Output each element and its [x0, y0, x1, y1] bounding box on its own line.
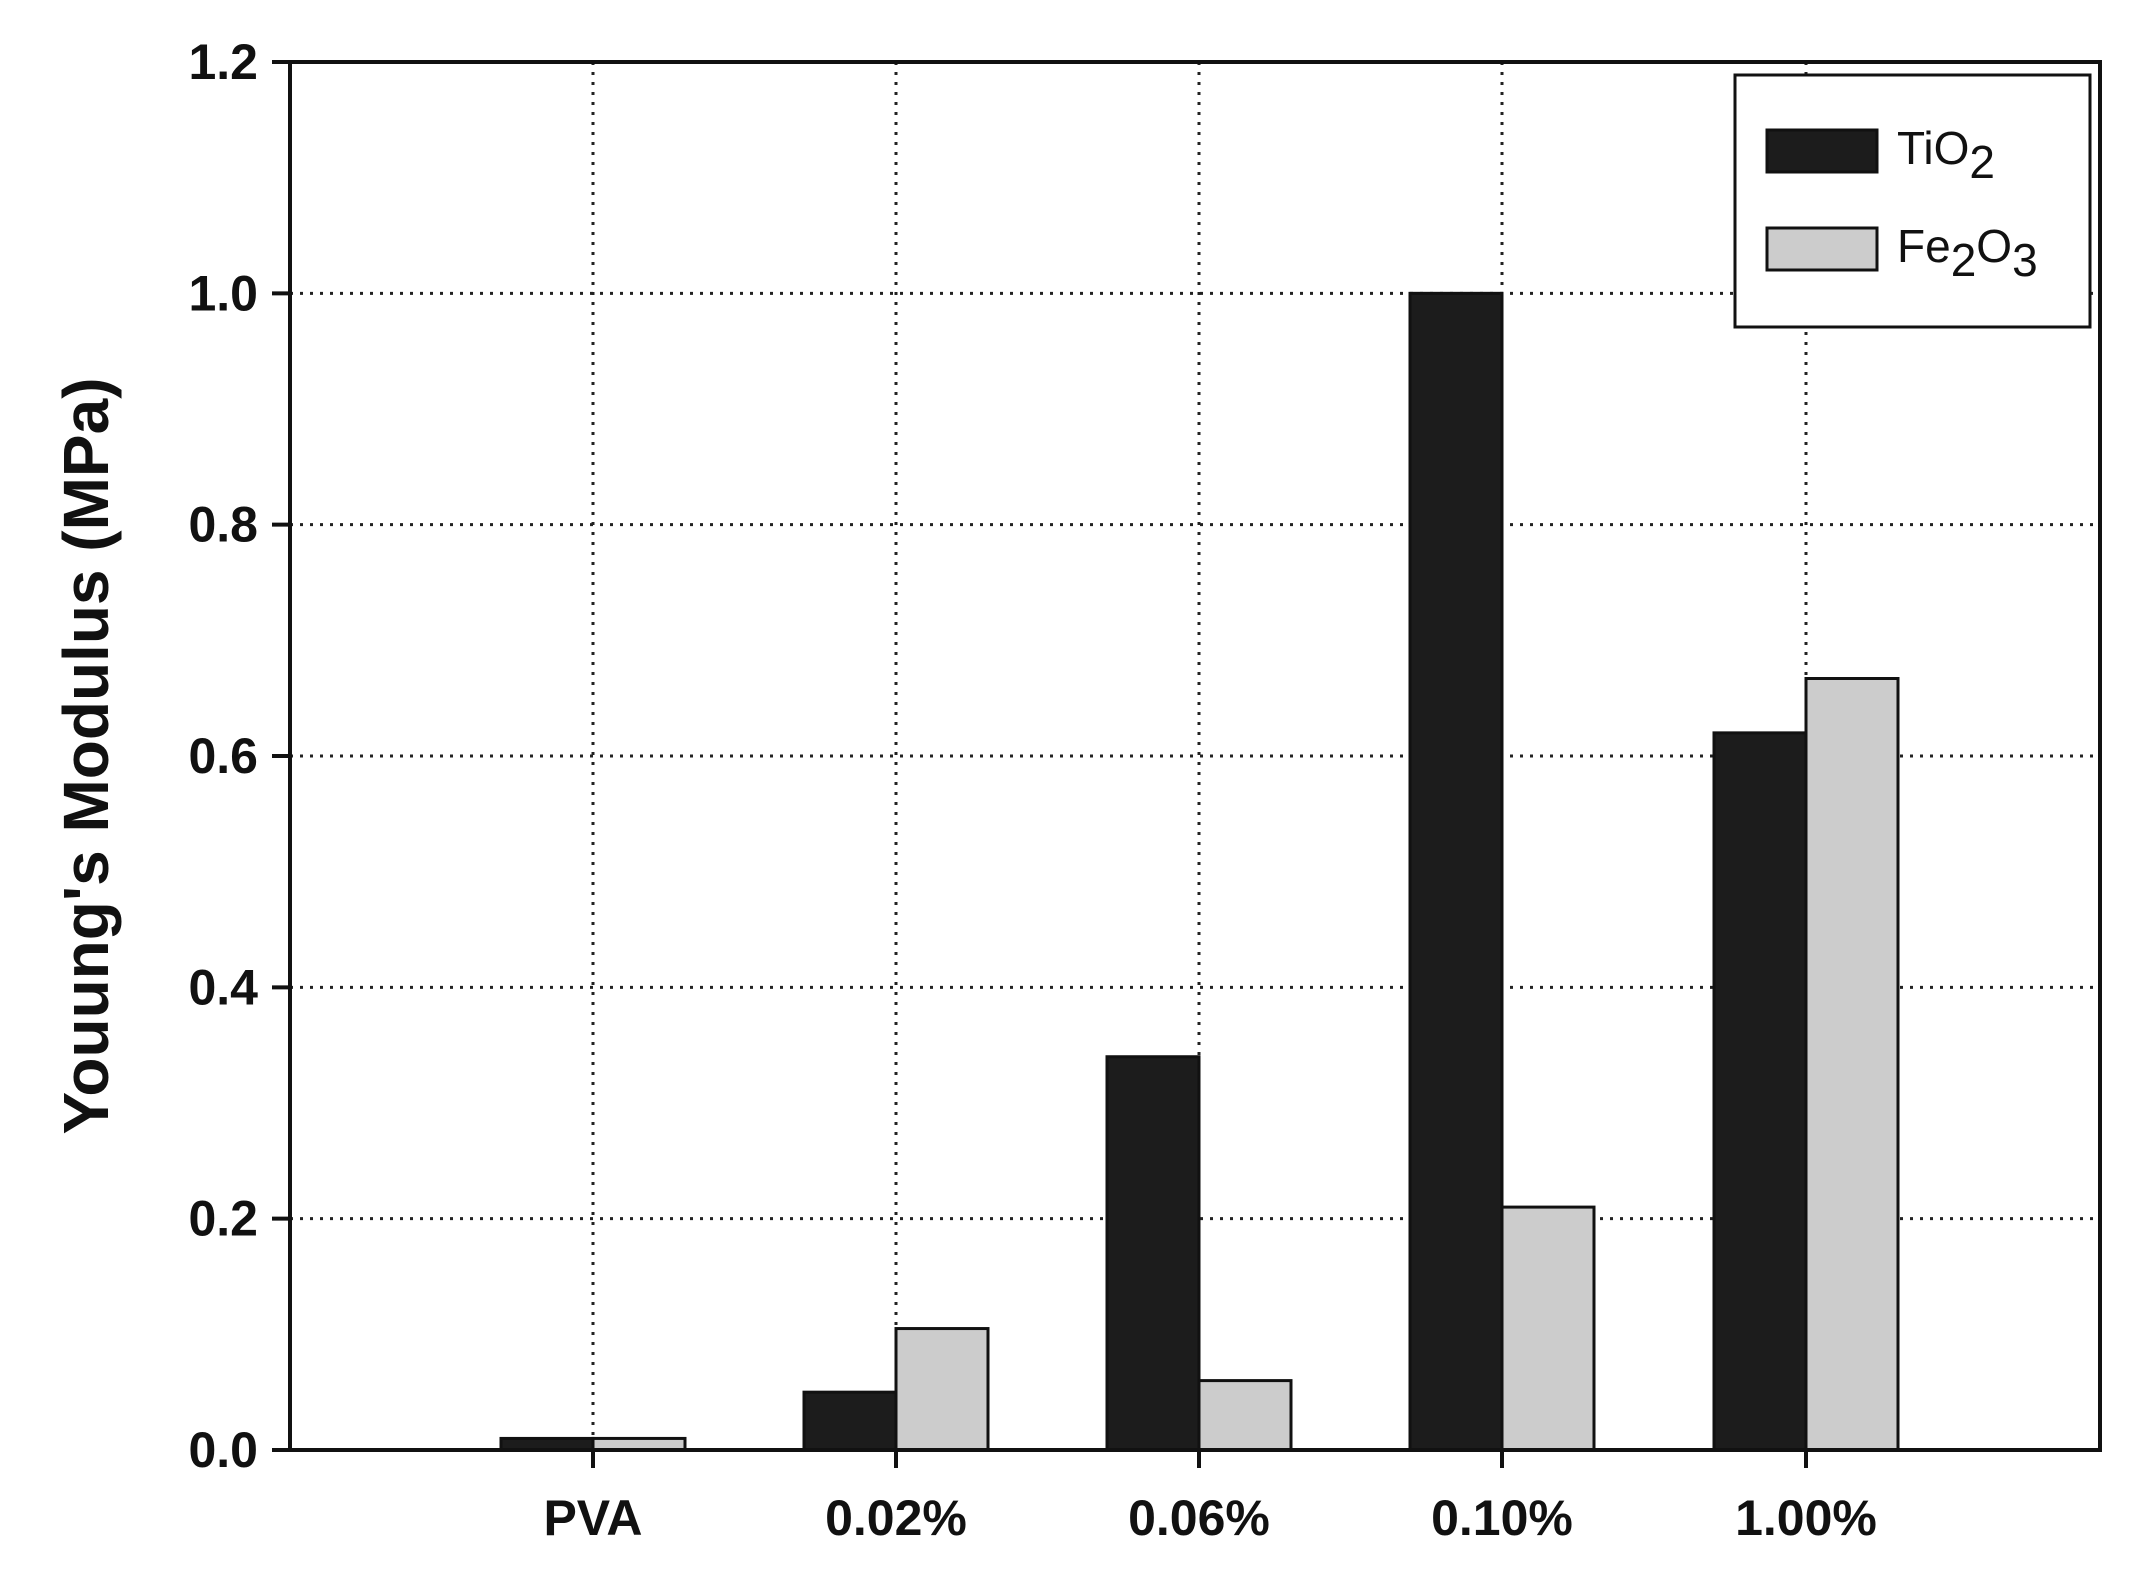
x-axis: PVA 0.02% 0.06% 0.10% 1.00% — [543, 1450, 1877, 1546]
y-tick-label: 0.4 — [188, 959, 258, 1015]
legend: TiO2 Fe2O3 — [1733, 73, 2092, 329]
bar-tio2-4 — [1712, 731, 1808, 1452]
y-tick-label: 0.6 — [188, 728, 258, 784]
x-tick-label: 1.00% — [1735, 1490, 1877, 1546]
y-tick-label: 1.0 — [188, 265, 258, 321]
y-tick-label: 0.0 — [188, 1422, 258, 1478]
legend-box — [1733, 73, 2092, 329]
x-tick-label: 0.10% — [1431, 1490, 1573, 1546]
bar-tio2-2 — [1105, 1055, 1201, 1452]
y-axis: 0.0 0.2 0.4 0.6 0.8 1.0 1.2 — [188, 34, 290, 1478]
bar-fe2o3-1 — [894, 1327, 990, 1452]
y-tick-label: 0.8 — [188, 497, 258, 553]
legend-label-fe2o3: Fe2O3 — [1897, 220, 2038, 286]
bar-tio2-1 — [802, 1390, 898, 1452]
x-tick-label: 0.06% — [1128, 1490, 1270, 1546]
legend-swatch-tio2 — [1765, 128, 1879, 174]
bar-fe2o3-2 — [1197, 1379, 1293, 1452]
y-tick-label: 1.2 — [188, 34, 258, 90]
bar-tio2-3 — [1408, 291, 1504, 1452]
y-axis-title: Youung's Modulus (MPa) — [50, 377, 122, 1134]
y-tick-label: 0.2 — [188, 1191, 258, 1247]
bar-fe2o3-4 — [1804, 677, 1900, 1452]
legend-swatch-fe2o3 — [1765, 226, 1879, 272]
x-tick-label: 0.02% — [825, 1490, 967, 1546]
bar-fe2o3-3 — [1500, 1205, 1596, 1452]
legend-label-tio2: TiO2 — [1897, 122, 1995, 188]
x-tick-label: PVA — [543, 1490, 642, 1546]
bars-group — [499, 291, 1900, 1452]
